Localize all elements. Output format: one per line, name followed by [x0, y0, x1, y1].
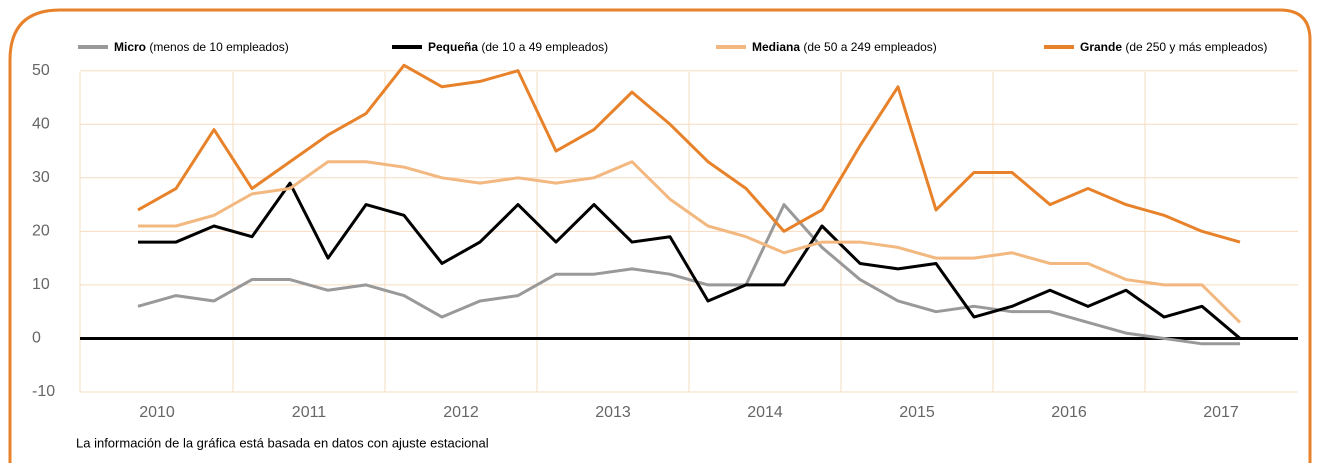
- legend-name: Mediana: [752, 40, 800, 54]
- series-line: [137, 203, 1240, 346]
- legend-label: Grande (de 250 y más empleados): [1080, 40, 1267, 54]
- legend-name: Micro: [114, 40, 146, 54]
- legend-label: Micro (menos de 10 empleados): [114, 40, 289, 54]
- series-line: [137, 63, 1241, 244]
- y-tick-label: 20: [32, 223, 50, 240]
- x-tick-label: 2015: [899, 404, 935, 421]
- x-tick-label: 2012: [443, 404, 479, 421]
- y-tick-label: 30: [32, 169, 50, 186]
- legend-description: (de 50 a 249 empleados): [803, 40, 936, 54]
- y-tick-label: -10: [32, 383, 55, 400]
- footnote: La información de la gráfica está basada…: [76, 435, 489, 450]
- series-line: [138, 160, 1242, 324]
- legend-name: Grande: [1080, 40, 1122, 54]
- x-tick-label: 2010: [139, 404, 175, 421]
- x-tick-label: 2017: [1203, 404, 1239, 421]
- y-tick-label: 0: [32, 330, 41, 347]
- x-tick-label: 2013: [595, 404, 631, 421]
- legend-description: (de 250 y más empleados): [1125, 40, 1267, 54]
- y-tick-label: 10: [32, 276, 50, 293]
- y-tick-label: 40: [32, 115, 50, 132]
- legend-description: (menos de 10 empleados): [149, 40, 288, 54]
- y-tick-label: 50: [32, 62, 50, 79]
- frame: [8, 8, 1312, 463]
- series-line: [138, 181, 1241, 340]
- legend-label: Pequeña (de 10 a 49 empleados): [428, 40, 608, 54]
- x-tick-label: 2016: [1051, 404, 1087, 421]
- legend-description: (de 10 a 49 empleados): [481, 40, 608, 54]
- x-tick-label: 2011: [292, 404, 327, 421]
- legend-name: Pequeña: [428, 40, 478, 54]
- x-tick-label: 2014: [747, 404, 783, 421]
- legend-label: Mediana (de 50 a 249 empleados): [752, 40, 937, 54]
